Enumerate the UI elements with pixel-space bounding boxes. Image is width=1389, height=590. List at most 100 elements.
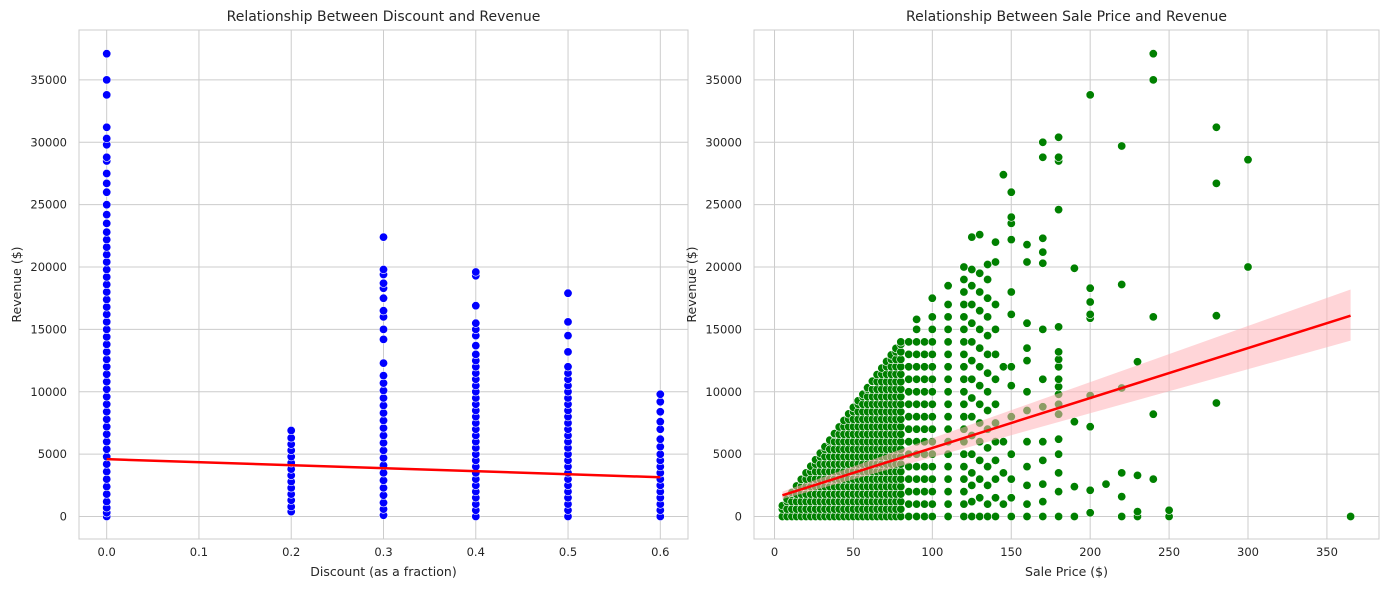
scatter-point xyxy=(1054,354,1064,364)
scatter-point xyxy=(919,462,929,472)
scatter-point xyxy=(959,462,969,472)
scatter-point xyxy=(904,511,914,521)
scatter-point xyxy=(102,294,112,304)
scatter-point xyxy=(655,449,665,459)
scatter-point xyxy=(967,337,977,347)
scatter-point xyxy=(1006,235,1016,245)
scatter-point xyxy=(1117,141,1127,151)
scatter-point xyxy=(943,412,953,422)
scatter-point xyxy=(1148,409,1158,419)
scatter-point xyxy=(975,399,985,409)
scatter-point xyxy=(927,362,937,372)
scatter-point xyxy=(655,442,665,452)
scatter-point xyxy=(959,487,969,497)
scatter-point xyxy=(102,218,112,228)
scatter-point xyxy=(378,334,388,344)
scatter-point xyxy=(1117,511,1127,521)
scatter-point xyxy=(983,480,993,490)
scatter-point xyxy=(1054,511,1064,521)
scatter-point xyxy=(1038,497,1048,507)
scatter-point xyxy=(943,511,953,521)
scatter-point xyxy=(959,312,969,322)
scatter-point xyxy=(912,349,922,359)
scatter-point xyxy=(975,324,985,334)
x-axis-label: Discount (as a fraction) xyxy=(310,564,456,579)
scatter-point xyxy=(896,437,906,447)
scatter-point xyxy=(1211,398,1221,408)
scatter-point xyxy=(943,324,953,334)
scatter-point xyxy=(471,349,481,359)
y-tick-label: 30000 xyxy=(705,135,742,149)
scatter-point xyxy=(912,499,922,509)
scatter-point xyxy=(378,264,388,274)
scatter-point xyxy=(1085,297,1095,307)
scatter-point xyxy=(927,293,937,303)
scatter-point xyxy=(896,467,906,477)
y-tick-label: 35000 xyxy=(30,73,67,87)
scatter-point xyxy=(896,347,906,357)
scatter-point xyxy=(102,474,112,484)
scatter-point xyxy=(102,235,112,245)
scatter-point xyxy=(1054,382,1064,392)
scatter-point xyxy=(378,445,388,455)
scatter-point xyxy=(967,232,977,242)
x-tick-label: 350 xyxy=(1316,545,1338,559)
scatter-point xyxy=(912,337,922,347)
scatter-point xyxy=(959,474,969,484)
scatter-point xyxy=(1164,505,1174,515)
scatter-point xyxy=(1038,455,1048,465)
scatter-point xyxy=(927,349,937,359)
scatter-point xyxy=(896,369,906,379)
scatter-point xyxy=(378,430,388,440)
scatter-point xyxy=(990,399,1000,409)
confidence-band xyxy=(782,289,1351,500)
scatter-point xyxy=(1054,347,1064,357)
scatter-point xyxy=(102,187,112,197)
scatter-point xyxy=(896,489,906,499)
scatter-point xyxy=(983,443,993,453)
scatter-point xyxy=(919,474,929,484)
chart-title: Relationship Between Sale Price and Reve… xyxy=(906,9,1227,25)
scatter-point xyxy=(967,468,977,478)
scatter-point xyxy=(912,399,922,409)
scatter-point xyxy=(896,504,906,514)
scatter-point xyxy=(286,425,296,435)
scatter-point xyxy=(1054,468,1064,478)
scatter-point xyxy=(655,397,665,407)
regression-group xyxy=(782,289,1351,500)
scatter-point xyxy=(919,387,929,397)
scatter-point xyxy=(1038,479,1048,489)
scatter-point xyxy=(967,299,977,309)
scatter-point xyxy=(959,324,969,334)
scatter-point xyxy=(102,134,112,144)
scatter-point xyxy=(919,399,929,409)
scatter-point xyxy=(1022,462,1032,472)
scatter-point xyxy=(1006,362,1016,372)
scatter-point xyxy=(378,483,388,493)
scatter-point xyxy=(927,399,937,409)
scatter-point xyxy=(943,349,953,359)
scatter-point xyxy=(1133,507,1143,517)
scatter-point xyxy=(102,178,112,188)
scatter-point xyxy=(1006,474,1016,484)
scatter-point xyxy=(912,314,922,324)
scatter-point xyxy=(102,354,112,364)
scatter-point xyxy=(919,412,929,422)
scatter-point xyxy=(471,301,481,311)
y-tick-label: 20000 xyxy=(30,260,67,274)
scatter-point xyxy=(102,75,112,85)
scatter-point xyxy=(1069,511,1079,521)
scatter-point xyxy=(904,349,914,359)
scatter-point xyxy=(912,511,922,521)
scatter-point xyxy=(102,90,112,100)
scatter-point xyxy=(378,358,388,368)
scatter-point xyxy=(471,341,481,351)
scatter-point xyxy=(959,499,969,509)
x-tick-label: 50 xyxy=(846,545,861,559)
tick-labels: 0 50 100 150 200 250 300 350 0 5000 10000 15000 2000… xyxy=(705,73,1337,559)
scatter-point xyxy=(975,362,985,372)
scatter-point xyxy=(975,268,985,278)
scatter-point xyxy=(904,399,914,409)
x-axis-label: Sale Price ($) xyxy=(1025,564,1108,579)
scatter-point xyxy=(896,407,906,417)
